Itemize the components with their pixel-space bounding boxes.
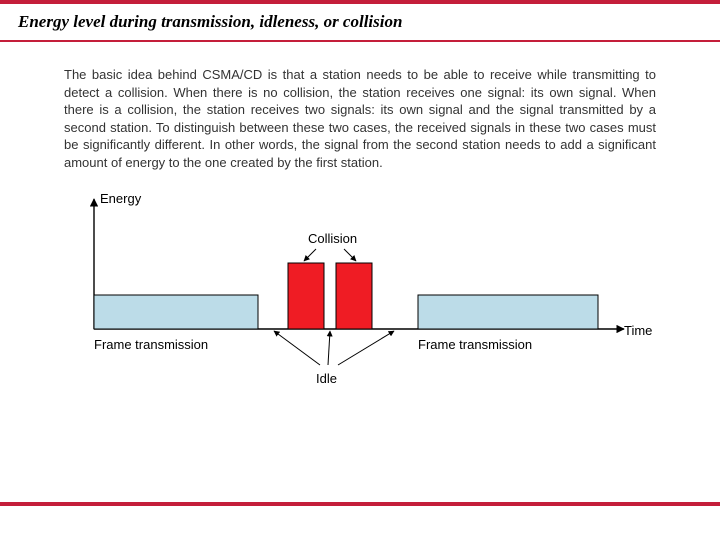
x-axis-label: Time: [624, 323, 652, 338]
footer-rule: [0, 502, 720, 506]
y-axis-label: Energy: [100, 191, 141, 206]
collision-label: Collision: [308, 231, 357, 246]
idle-label: Idle: [316, 371, 337, 386]
frame-transmission-label-left: Frame transmission: [94, 337, 208, 352]
body-paragraph: The basic idea behind CSMA/CD is that a …: [0, 42, 720, 171]
energy-diagram: Energy Time Collision Idle Frame transmi…: [64, 189, 656, 389]
page-title: Energy level during transmission, idlene…: [0, 4, 720, 40]
diagram-svg: [64, 189, 656, 389]
body-text: The basic idea behind CSMA/CD is that a …: [64, 66, 656, 171]
frame-transmission-label-right: Frame transmission: [418, 337, 532, 352]
